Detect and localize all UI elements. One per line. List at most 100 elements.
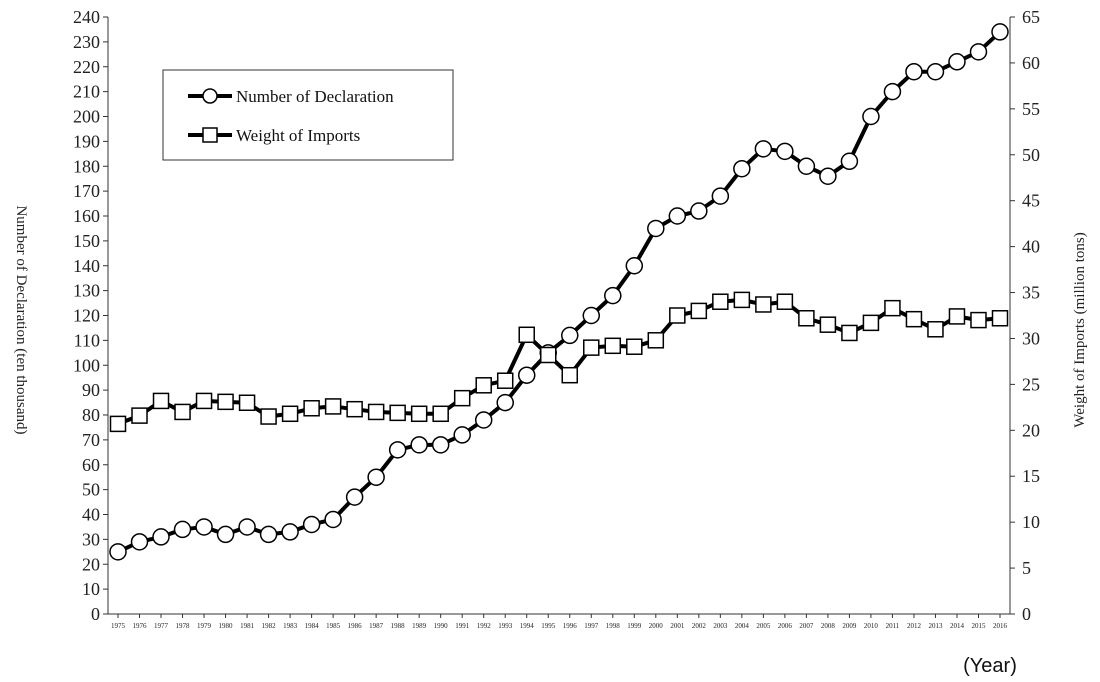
data-point-circle xyxy=(733,159,751,178)
left-tick-label: 10 xyxy=(82,579,100,599)
data-point-square xyxy=(841,324,858,342)
legend-label-weight: Weight of Imports xyxy=(236,126,360,145)
data-point-circle xyxy=(238,518,256,536)
x-tick-label: 1983 xyxy=(283,622,298,630)
x-tick-label: 1981 xyxy=(240,622,255,630)
x-tick-label: 1984 xyxy=(305,622,320,630)
data-point-square xyxy=(260,408,277,425)
data-point-square xyxy=(324,398,342,415)
data-point-circle xyxy=(690,202,708,220)
x-tick-label: 1976 xyxy=(133,622,148,630)
data-point-circle xyxy=(905,62,923,81)
x-tick-label: 1979 xyxy=(197,622,212,630)
data-point-circle xyxy=(367,468,385,486)
data-point-circle xyxy=(431,436,450,454)
x-tick-label: 1999 xyxy=(627,622,642,630)
right-axis-label: Weight of Imports (million tons) xyxy=(1072,232,1088,427)
data-point-square xyxy=(367,403,385,421)
data-point-square xyxy=(583,339,600,356)
data-point-circle xyxy=(926,62,945,81)
data-point-circle xyxy=(453,426,471,444)
right-y-axis-ticks: 0 5 10 15 20 25 30 35 40 45 50 55 60 65 xyxy=(1010,7,1040,624)
data-point-circle xyxy=(561,326,579,345)
data-point-circle xyxy=(948,53,966,71)
legend-entry-declaration: Number of Declaration xyxy=(188,87,394,106)
data-point-square xyxy=(776,293,794,310)
data-point-circle xyxy=(152,528,170,546)
data-point-circle xyxy=(388,441,407,459)
legend-box xyxy=(162,69,454,161)
x-tick-label: 2007 xyxy=(799,622,814,630)
data-point-circle xyxy=(668,207,687,225)
data-point-circle xyxy=(819,167,837,185)
x-tick-label: 1990 xyxy=(434,622,449,630)
x-tick-label: 2009 xyxy=(842,622,857,630)
data-point-square xyxy=(539,346,557,364)
legend-label-declaration: Number of Declaration xyxy=(236,87,394,106)
data-point-circle xyxy=(776,142,794,161)
left-tick-label: 0 xyxy=(91,604,100,624)
left-tick-label: 90 xyxy=(82,380,100,400)
data-point-square xyxy=(131,407,148,424)
left-tick-label: 100 xyxy=(73,355,100,375)
x-tick-label: 2006 xyxy=(778,622,793,630)
data-point-circle xyxy=(410,436,428,454)
right-tick-label: 50 xyxy=(1022,145,1040,165)
data-point-circle xyxy=(216,525,235,544)
data-point-circle xyxy=(259,525,278,544)
right-tick-label: 65 xyxy=(1022,7,1040,27)
x-tick-label: 2000 xyxy=(649,622,664,630)
x-axis-ticks: 1975 1976 1977 1978 1979 1980 1981 1982 1983 1984… xyxy=(111,614,1008,630)
left-tick-label: 40 xyxy=(82,505,100,525)
right-tick-label: 45 xyxy=(1022,191,1040,211)
x-tick-label: 2002 xyxy=(692,622,707,630)
data-point-square xyxy=(453,389,471,407)
data-point-circle xyxy=(883,82,902,101)
data-point-square xyxy=(712,293,729,310)
x-tick-label: 2016 xyxy=(993,622,1008,630)
data-point-square xyxy=(109,415,127,433)
data-point-circle xyxy=(862,107,880,126)
data-point-circle xyxy=(647,219,665,238)
x-tick-label: 1995 xyxy=(541,622,556,630)
data-point-square xyxy=(496,372,514,389)
x-tick-label: 1993 xyxy=(498,622,513,630)
right-tick-label: 25 xyxy=(1022,374,1040,394)
right-tick-label: 35 xyxy=(1022,283,1040,303)
data-point-square xyxy=(217,393,234,411)
right-tick-label: 20 xyxy=(1022,420,1040,440)
x-tick-label: 1985 xyxy=(326,622,341,630)
left-tick-label: 170 xyxy=(73,181,100,201)
x-tick-label: 2010 xyxy=(864,622,879,630)
series-declaration xyxy=(109,23,1009,561)
data-point-circle xyxy=(754,140,773,158)
x-tick-label: 1977 xyxy=(154,622,169,630)
data-point-square xyxy=(432,405,449,423)
data-point-square xyxy=(281,405,299,423)
left-tick-label: 120 xyxy=(73,306,100,326)
x-tick-label: 1998 xyxy=(606,622,621,630)
right-tick-label: 15 xyxy=(1022,466,1040,486)
left-tick-label: 50 xyxy=(82,480,100,500)
series-layer xyxy=(109,23,1009,561)
data-point-square xyxy=(690,302,708,320)
data-point-square xyxy=(475,377,492,394)
x-tick-label: 1982 xyxy=(262,622,277,630)
x-tick-label: 1980 xyxy=(219,622,234,630)
left-tick-label: 30 xyxy=(82,529,100,549)
data-point-square xyxy=(884,299,901,317)
data-point-circle xyxy=(991,23,1009,41)
x-tick-label: 1987 xyxy=(369,622,384,630)
right-tick-label: 0 xyxy=(1022,604,1031,624)
x-axis-label: (Year) xyxy=(963,655,1017,677)
data-point-square xyxy=(303,400,320,417)
data-point-square xyxy=(798,310,815,327)
data-point-square xyxy=(604,337,622,355)
data-point-square xyxy=(561,366,579,384)
data-point-circle xyxy=(797,157,816,175)
left-tick-label: 220 xyxy=(73,57,100,77)
data-point-circle xyxy=(109,543,127,561)
data-point-circle xyxy=(711,187,730,205)
left-tick-label: 240 xyxy=(73,7,100,27)
